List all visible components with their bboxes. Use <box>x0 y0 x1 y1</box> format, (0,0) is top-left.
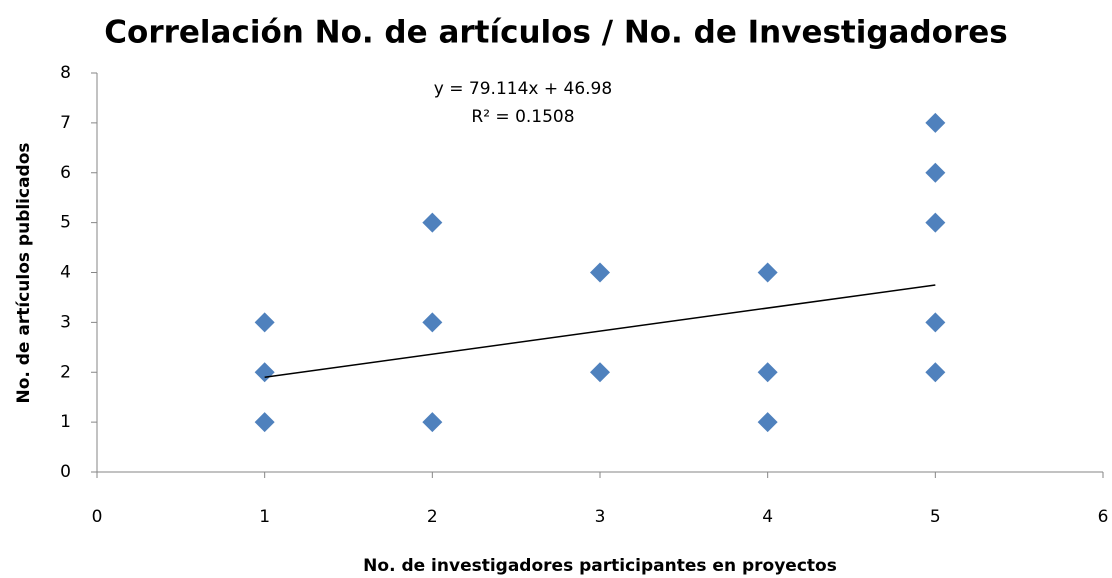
point <box>925 362 946 383</box>
y-tick-label: 4 <box>60 263 71 283</box>
point <box>925 212 946 233</box>
point <box>422 412 443 433</box>
x-tick-label: 1 <box>259 507 270 527</box>
point <box>757 362 778 383</box>
point <box>757 412 778 433</box>
point <box>590 262 610 283</box>
y-tick-label: 3 <box>60 312 71 332</box>
trendline <box>264 284 936 378</box>
y-tick-label: 5 <box>60 213 71 233</box>
x-tick-label: 4 <box>762 507 773 527</box>
point <box>925 312 946 333</box>
y-tick-label: 1 <box>60 412 71 432</box>
point <box>422 312 443 333</box>
y-axis-label: No. de artículos publicados <box>14 142 34 403</box>
point <box>757 262 778 283</box>
y-tick-label: 7 <box>60 113 71 133</box>
annotation: y = 79.114x + 46.98 <box>434 79 612 99</box>
point <box>254 312 275 333</box>
point <box>590 362 610 383</box>
y-tick-label: 8 <box>60 63 71 83</box>
x-tick-label: 6 <box>1098 507 1109 527</box>
y-tick-label: 0 <box>60 462 71 482</box>
point <box>925 112 946 133</box>
annotation: R² = 0.1508 <box>471 107 574 127</box>
x-tick-label: 0 <box>92 507 103 527</box>
point <box>422 212 443 233</box>
y-tick-label: 6 <box>60 163 71 183</box>
y-tick-label: 2 <box>60 362 71 382</box>
x-tick-label: 5 <box>930 507 941 527</box>
point <box>254 412 275 433</box>
point <box>254 362 275 383</box>
x-tick-label: 2 <box>427 507 438 527</box>
x-tick-label: 3 <box>595 507 606 527</box>
x-axis-label: No. de investigadores participantes en p… <box>363 556 837 576</box>
chart-title: Correlación No. de artículos / No. de In… <box>104 15 1007 51</box>
point <box>925 162 946 183</box>
